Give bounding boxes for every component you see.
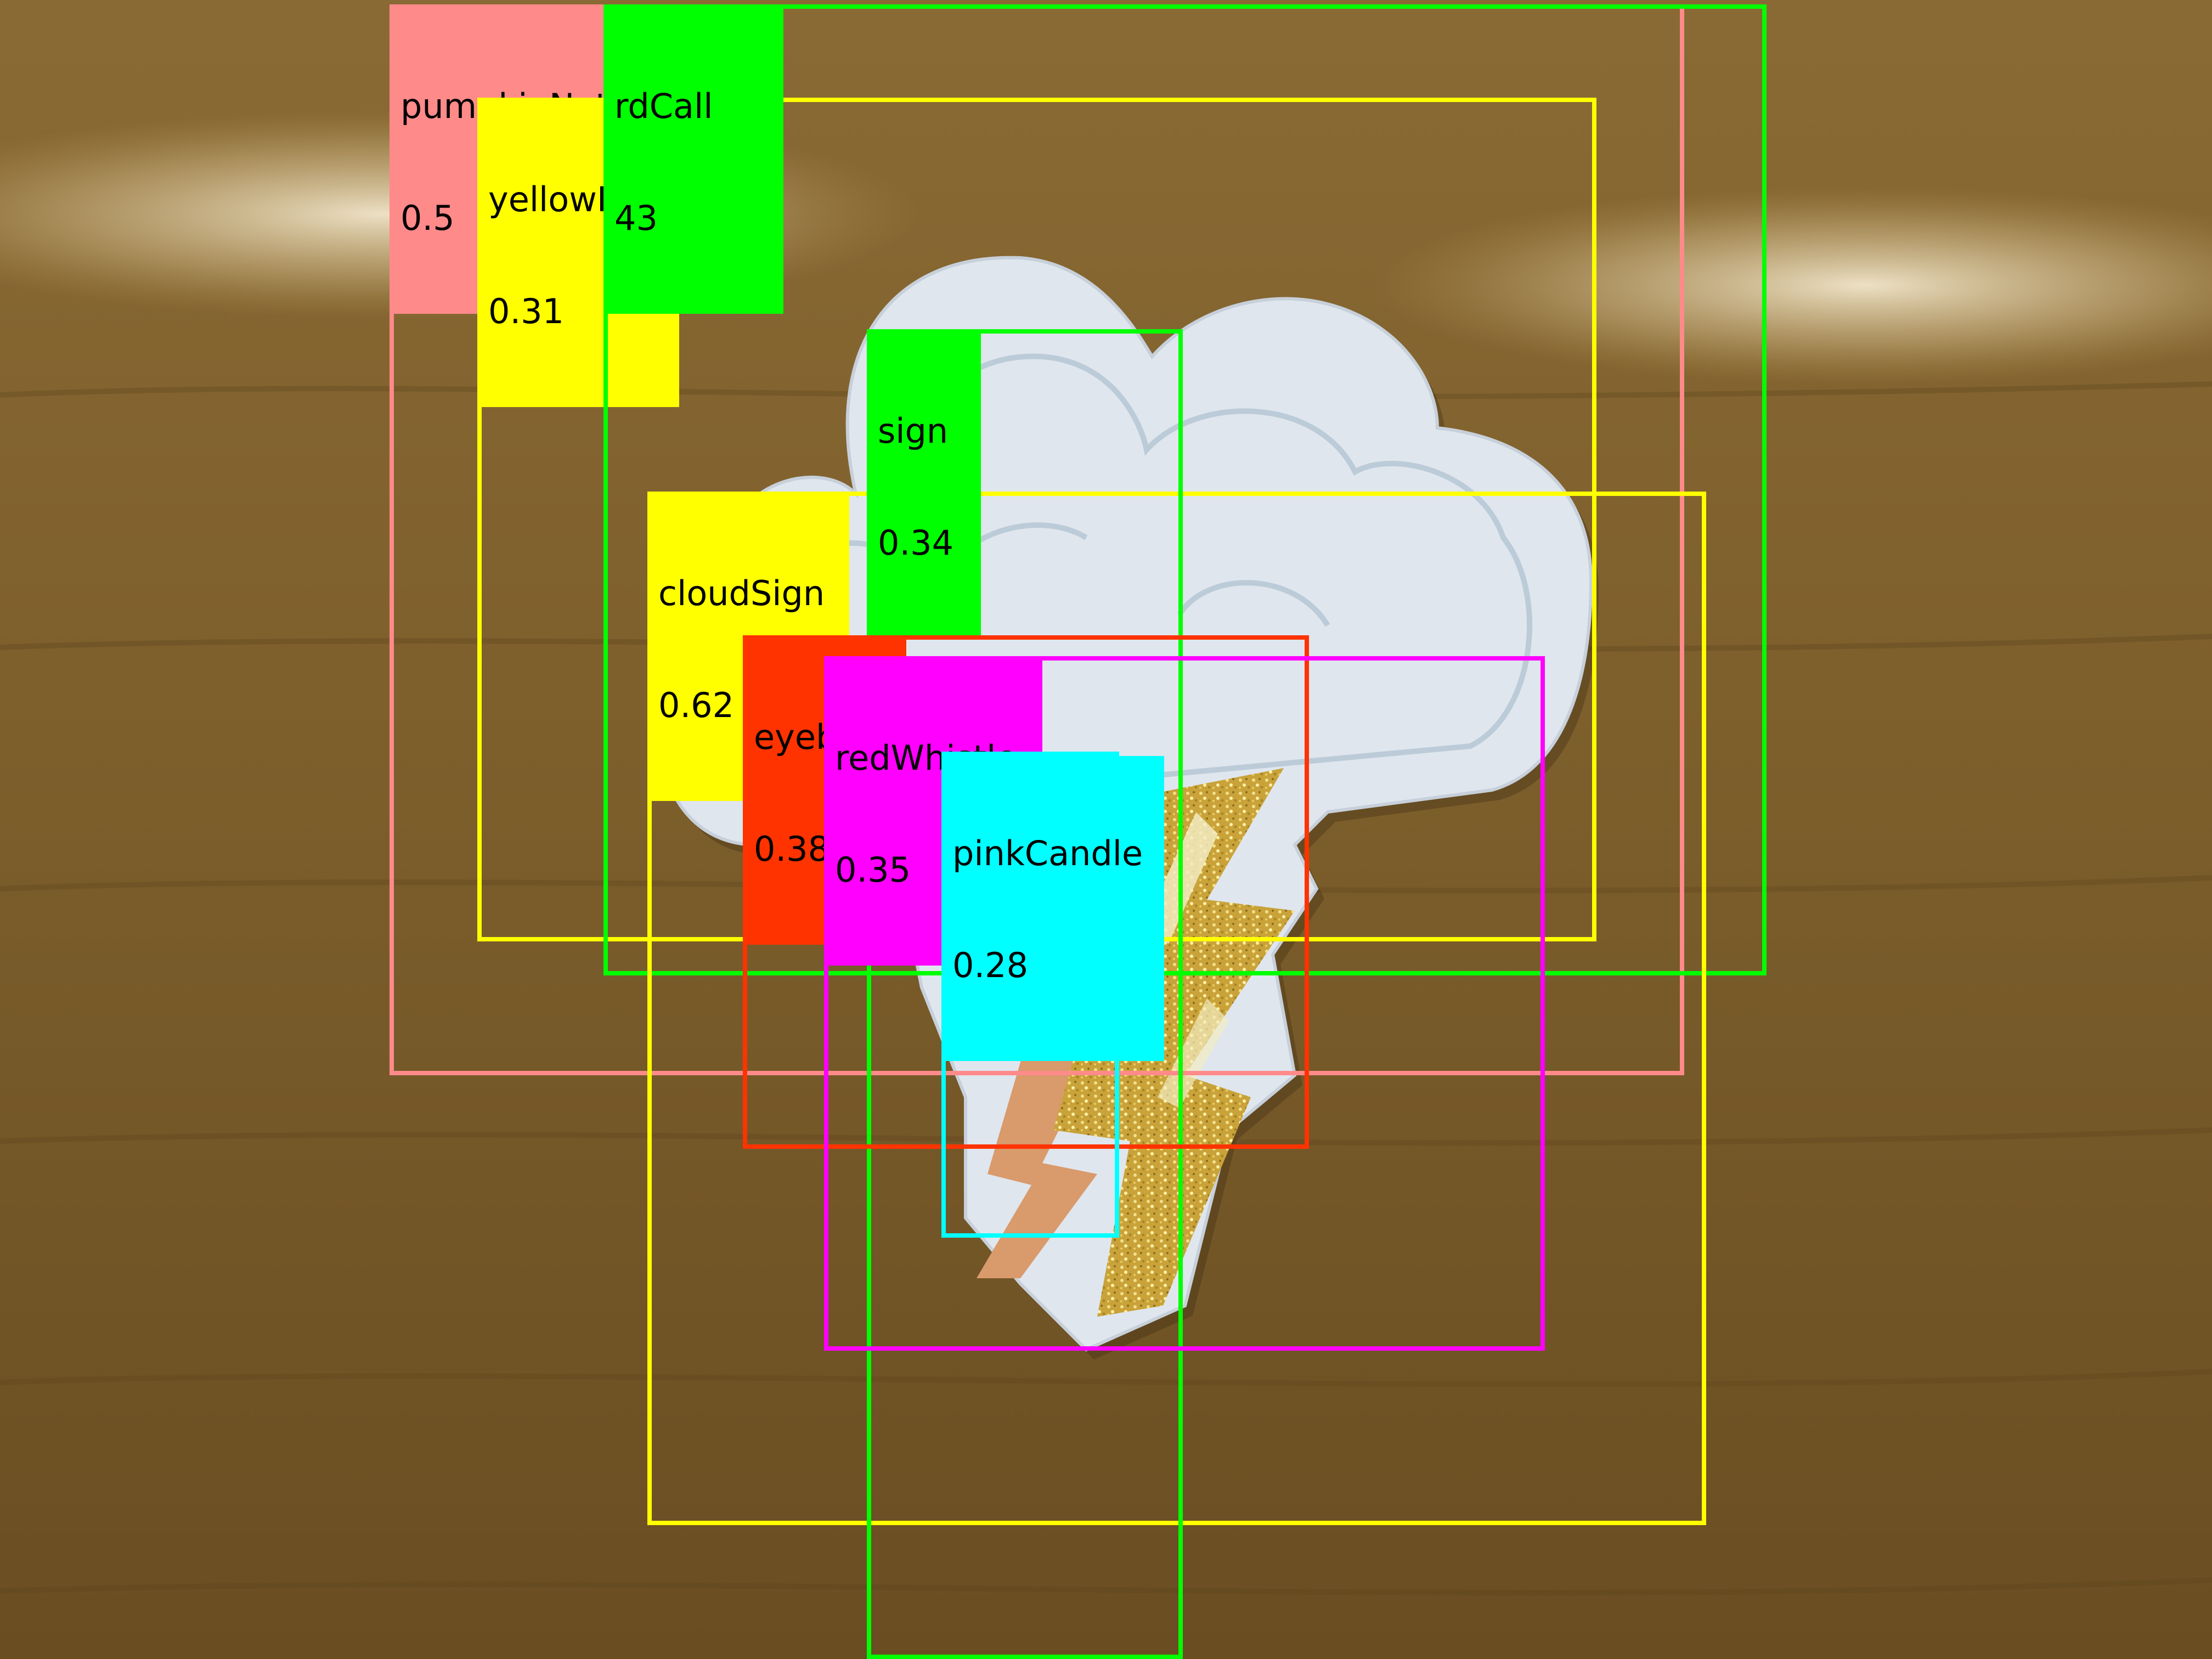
detection-box-pinkCandle: pinkCandle 0.28 bbox=[941, 752, 1164, 1238]
detection-label-score: 0.5 bbox=[400, 198, 455, 238]
detection-label-score: 0.31 bbox=[488, 291, 565, 331]
detection-label-score: 0.28 bbox=[952, 945, 1029, 985]
detection-label-score: 0.38 bbox=[754, 829, 830, 869]
detection-label: rdCall 43 bbox=[608, 9, 783, 314]
detection-label-score: 43 bbox=[614, 198, 658, 238]
detection-label-name: cloudSign bbox=[658, 573, 825, 613]
detection-label: sign 0.34 bbox=[871, 334, 981, 639]
detection-box-rdCall: rdCall 43 bbox=[603, 4, 1767, 975]
detection-label-score: 0.35 bbox=[835, 850, 911, 890]
detection-box-redWhistle: redWhistle 0.35 bbox=[824, 656, 1545, 1351]
detection-label-name: pinkCandle bbox=[952, 833, 1143, 873]
detection-box-sign: sign 0.34 bbox=[867, 329, 1183, 1659]
detection-label-score: 0.34 bbox=[878, 523, 954, 563]
detection-label-score: 0.62 bbox=[658, 685, 735, 725]
detection-label-name: rdCall bbox=[614, 86, 713, 126]
detection-label: pinkCandle 0.28 bbox=[946, 756, 1164, 1061]
detection-label-name: sign bbox=[878, 411, 949, 451]
